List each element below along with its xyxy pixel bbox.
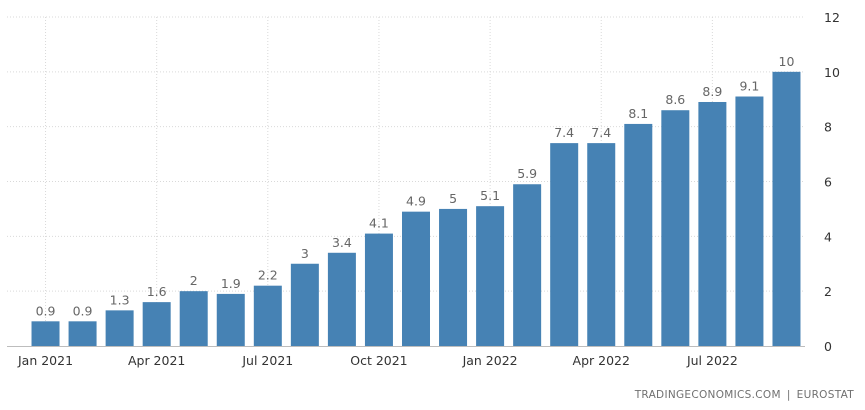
- bar: [31, 321, 60, 346]
- bar-value-label: 5: [449, 191, 457, 206]
- x-tick-label: Apr 2022: [573, 353, 630, 368]
- bar-value-label: 9.1: [739, 79, 759, 94]
- bar-value-label: 1.9: [221, 276, 241, 291]
- bar: [624, 123, 653, 347]
- bar-value-label: 8.1: [628, 106, 648, 121]
- bar-value-label: 1.6: [147, 284, 167, 299]
- y-tick-label: 8: [824, 120, 832, 135]
- bar-value-label: 2: [190, 273, 198, 288]
- bar: [772, 71, 801, 346]
- x-tick-label: Apr 2021: [128, 353, 185, 368]
- y-tick-label: 2: [824, 284, 832, 299]
- bar-value-label: 5.9: [517, 166, 537, 181]
- bar-value-label: 7.4: [591, 125, 611, 140]
- credit-source-right: EUROSTAT: [796, 389, 854, 401]
- bar: [513, 184, 542, 346]
- source-credit: TRADINGECONOMICS.COM | EUROSTAT: [632, 389, 857, 401]
- x-tick-label: Jul 2022: [686, 353, 738, 368]
- bar: [327, 252, 356, 346]
- y-axis-ticks: 0 2 4 6 8 10 12: [824, 10, 840, 354]
- x-tick-label: Jan 2022: [462, 353, 518, 368]
- bar: [68, 321, 97, 346]
- x-tick-label: Oct 2021: [350, 353, 407, 368]
- bar-value-label: 1.3: [110, 292, 130, 307]
- bar: [253, 285, 282, 346]
- bar: [698, 101, 727, 347]
- bar-value-label: 0.9: [73, 303, 93, 318]
- bar-value-label: 2.2: [258, 268, 278, 283]
- bar-value-label: 8.6: [665, 92, 685, 107]
- bar-value-label: 4.9: [406, 194, 426, 209]
- bar-value-label: 7.4: [554, 125, 574, 140]
- bar: [216, 293, 245, 346]
- bar: [661, 110, 690, 346]
- y-tick-label: 4: [824, 229, 832, 244]
- bar: [476, 206, 505, 346]
- bar-value-label: 10: [779, 54, 795, 69]
- y-tick-label: 6: [824, 175, 832, 190]
- bar-chart: 0.9 0.9 1.3 1.6 2 1.9 2.2 3 3.4 4.1 4.9 5 5.1 5.9 7.4 7…: [7, 10, 840, 368]
- bar-value-label: 4.1: [369, 216, 389, 231]
- bar: [179, 291, 208, 346]
- bar: [290, 263, 319, 346]
- value-labels: 0.9 0.9 1.3 1.6 2 1.9 2.2 3 3.4 4.1 4.9 5 5.1 5.9 7.4 7…: [36, 54, 795, 318]
- x-tick-label: Jul 2021: [241, 353, 293, 368]
- y-tick-label: 12: [824, 10, 840, 25]
- bar: [142, 302, 171, 346]
- bar-value-label: 0.9: [36, 303, 56, 318]
- bar: [439, 208, 468, 346]
- bar-value-label: 3.4: [332, 235, 352, 250]
- bar-value-label: 8.9: [702, 84, 722, 99]
- bar-value-label: 3: [301, 246, 309, 261]
- x-tick-label: Jan 2021: [17, 353, 73, 368]
- bar: [735, 96, 764, 346]
- bar-value-label: 5.1: [480, 188, 500, 203]
- credit-source-left: TRADINGECONOMICS.COM: [634, 389, 781, 401]
- y-tick-label: 10: [824, 65, 840, 80]
- bar: [402, 211, 430, 346]
- y-tick-label: 0: [824, 339, 832, 354]
- bar: [550, 143, 579, 346]
- bars: [31, 71, 801, 347]
- bar: [587, 143, 616, 346]
- x-axis-ticks: Jan 2021 Apr 2021 Jul 2021 Oct 2021 Jan 2022…: [17, 353, 738, 368]
- credit-separator: |: [786, 389, 791, 401]
- bar: [364, 233, 393, 346]
- bar: [105, 310, 134, 346]
